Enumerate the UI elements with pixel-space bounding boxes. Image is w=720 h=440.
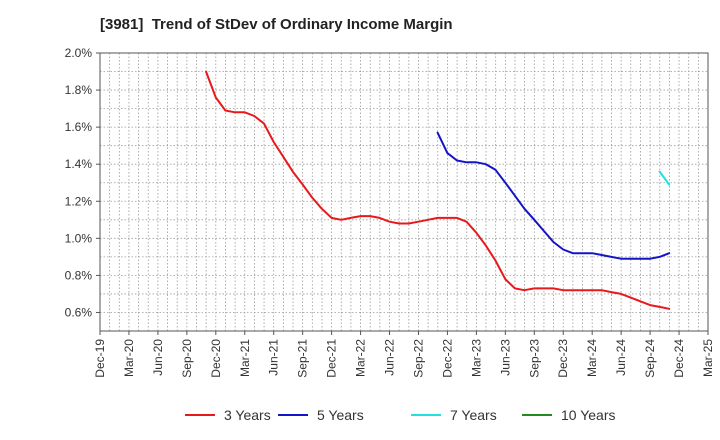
y-tick-label: 2.0% [65,46,93,60]
legend-label-3-years: 3 Years [224,407,271,423]
x-tick-label: Dec-20 [209,339,223,378]
y-axis-ticks: 0.6% 0.8% 1.0% 1.2% 1.4% 1.6% 1.8% 2.0% [65,46,100,319]
x-tick-label: Jun-21 [267,339,281,376]
series-layer [205,70,671,310]
y-tick-label: 1.4% [65,157,93,171]
x-tick-label: Dec-19 [93,339,107,378]
series-line-3-years [205,70,671,310]
plot-area-frame [99,52,709,332]
x-tick-label: Mar-21 [238,339,252,377]
x-tick-label: Dec-24 [672,339,686,378]
x-tick-label: Jun-20 [151,339,165,376]
y-tick-label: 1.8% [65,83,93,97]
x-axis-ticks: Dec-19 Mar-20 Jun-20 Sep-20 Dec-20 Mar-21 Jun-… [93,331,715,378]
chart-title: [3981] Trend of StDev of Ordinary Income… [100,16,453,33]
x-tick-label: Sep-20 [180,339,194,378]
x-tick-label: Sep-24 [643,339,657,378]
grid-layer [99,52,709,332]
x-tick-label: Mar-25 [701,339,715,377]
legend-label-10-years: 10 Years [561,407,616,423]
plot-frame-layer [99,52,709,332]
x-tick-label: Sep-23 [527,339,541,378]
legend-label-7-years: 7 Years [450,407,497,423]
x-tick-label: Dec-21 [325,339,339,378]
x-tick-label: Mar-20 [122,339,136,377]
x-tick-label: Dec-23 [556,339,570,378]
x-tick-label: Mar-23 [469,339,483,377]
series-line-5-years [436,131,671,260]
y-tick-label: 1.2% [65,194,93,208]
x-tick-label: Sep-21 [296,339,310,378]
legend: 3 Years 5 Years 7 Years 10 Years [185,407,616,423]
x-tick-label: Mar-24 [585,339,599,377]
series-line-7-years [658,170,671,186]
x-tick-label: Mar-22 [354,339,368,377]
x-tick-label: Dec-22 [440,339,454,378]
legend-label-5-years: 5 Years [317,407,364,423]
x-tick-label: Jun-22 [383,339,397,376]
x-tick-label: Jun-24 [614,339,628,376]
y-tick-label: 0.6% [65,305,93,319]
y-tick-label: 1.6% [65,120,93,134]
x-tick-label: Jun-23 [498,339,512,376]
x-tick-label: Sep-22 [411,339,425,378]
y-tick-label: 1.0% [65,231,93,245]
y-tick-label: 0.8% [65,268,93,282]
